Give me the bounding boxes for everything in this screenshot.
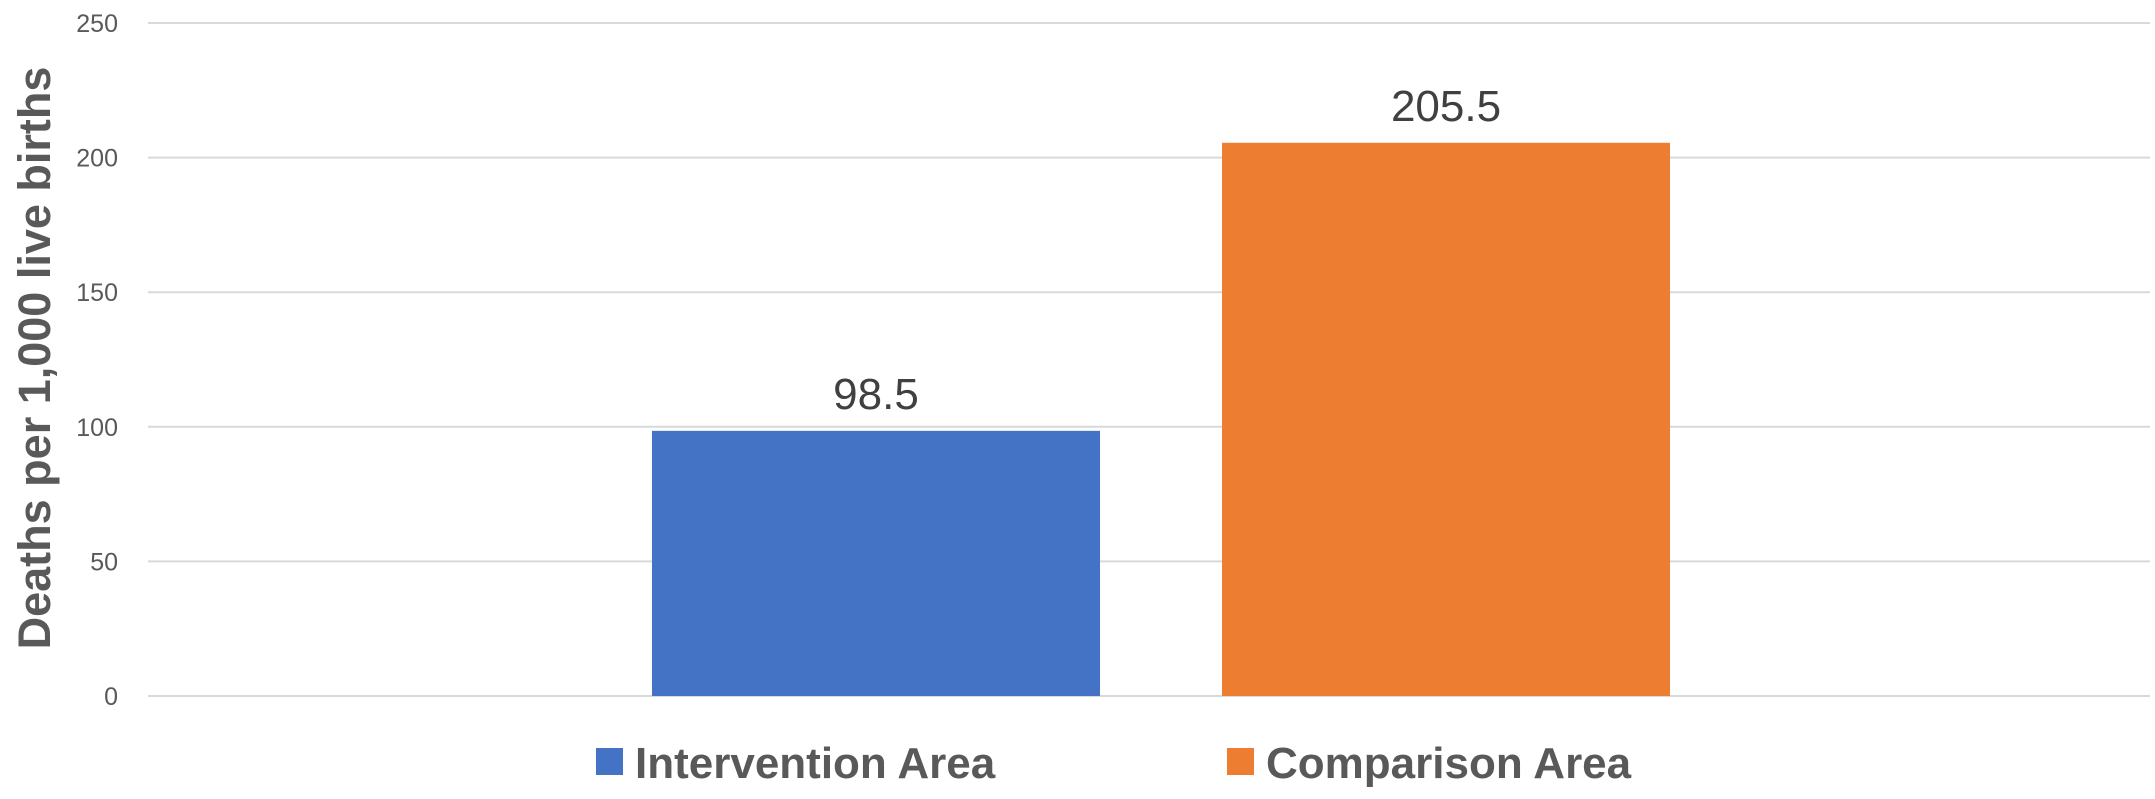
y-tick-label: 100 — [76, 414, 118, 442]
y-tick-label: 0 — [104, 683, 118, 711]
legend: Intervention Area Comparison Area — [596, 739, 1632, 788]
data-label: 205.5 — [1391, 82, 1501, 131]
bars: 98.5 205.5 — [652, 82, 1670, 696]
legend-label: Comparison Area — [1266, 739, 1632, 788]
y-axis-ticks: 0 50 100 150 200 250 — [76, 10, 118, 711]
legend-label: Intervention Area — [635, 739, 996, 788]
y-tick-label: 150 — [76, 279, 118, 307]
legend-swatch — [1227, 748, 1254, 775]
legend-swatch — [596, 748, 623, 775]
y-tick-label: 250 — [76, 10, 118, 38]
data-label: 98.5 — [833, 370, 919, 419]
gridlines — [148, 22, 2150, 697]
y-axis-label: Deaths per 1,000 live births — [9, 67, 60, 650]
bar-intervention-area — [652, 430, 1100, 696]
y-tick-label: 200 — [76, 145, 118, 173]
bar-comparison-area — [1222, 142, 1670, 696]
y-tick-label: 50 — [90, 548, 118, 576]
